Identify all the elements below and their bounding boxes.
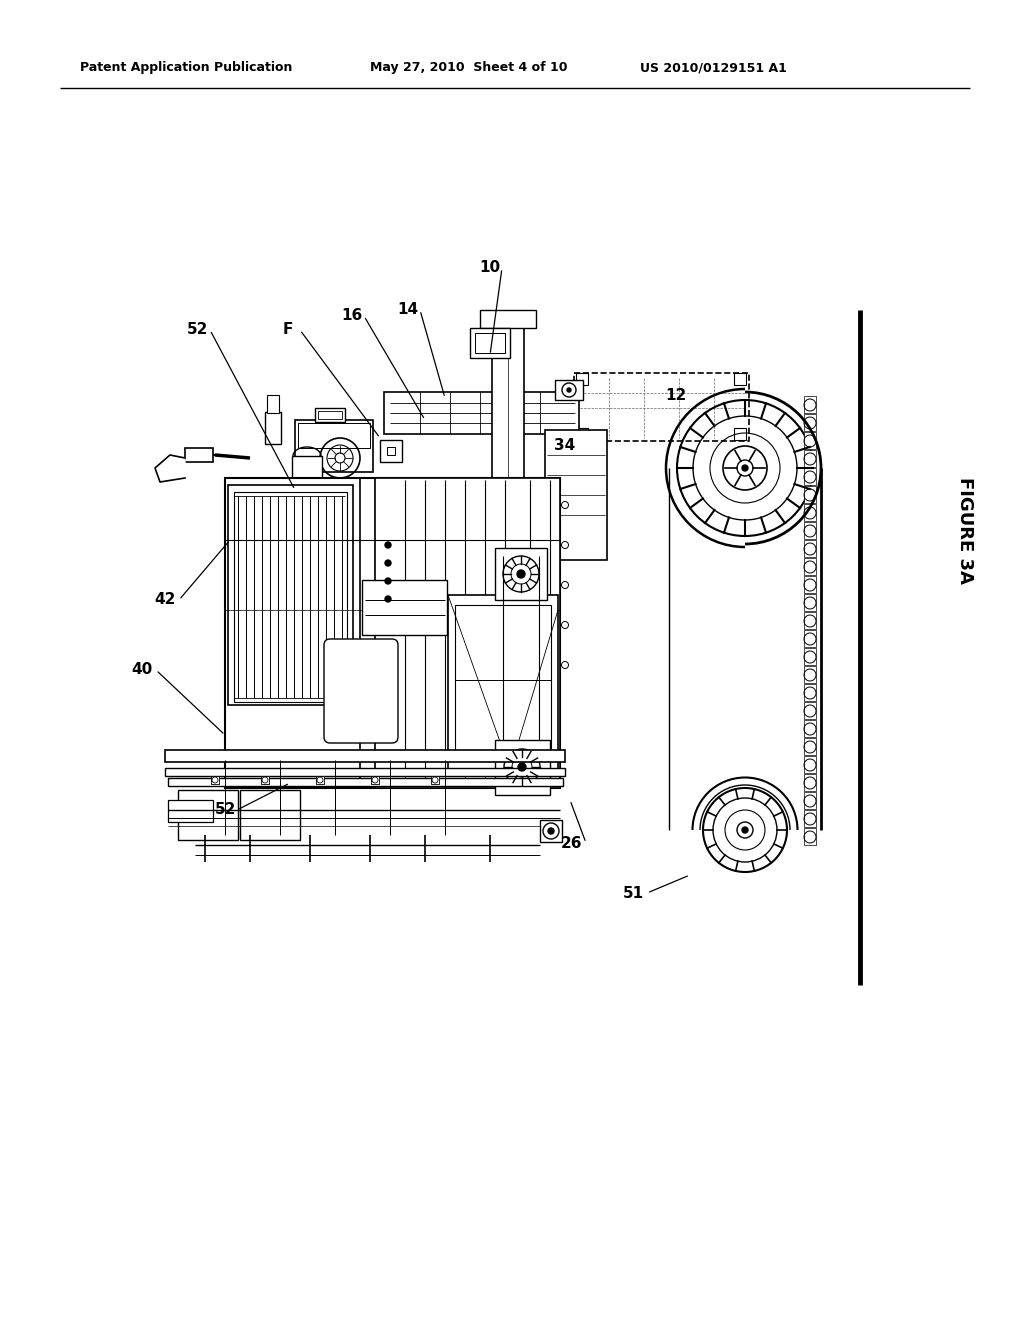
Bar	[804, 667, 816, 682]
Bar	[804, 756, 816, 774]
Bar	[375, 478, 560, 788]
Bar	[804, 486, 816, 503]
Text: May 27, 2010  Sheet 4 of 10: May 27, 2010 Sheet 4 of 10	[370, 62, 567, 74]
Bar	[380, 440, 402, 462]
Circle shape	[517, 570, 525, 578]
Circle shape	[385, 578, 391, 583]
Circle shape	[567, 388, 571, 392]
Bar	[267, 395, 279, 413]
Bar	[804, 810, 816, 828]
Bar	[804, 630, 816, 647]
Bar	[315, 408, 345, 422]
Circle shape	[385, 560, 391, 566]
Bar	[574, 374, 749, 441]
Text: 52: 52	[187, 322, 209, 338]
Bar	[234, 492, 347, 702]
Text: 42: 42	[155, 593, 176, 607]
Bar	[495, 548, 547, 601]
Text: 40: 40	[131, 663, 153, 677]
Bar	[734, 428, 746, 440]
Bar	[804, 504, 816, 521]
Circle shape	[518, 763, 526, 771]
Bar	[470, 327, 510, 358]
Bar	[575, 374, 588, 385]
Bar	[575, 428, 588, 440]
Bar	[265, 412, 281, 444]
Bar	[178, 789, 238, 840]
FancyBboxPatch shape	[324, 639, 398, 743]
Bar	[362, 579, 447, 635]
Bar	[804, 594, 816, 611]
Circle shape	[742, 465, 748, 471]
Bar	[261, 776, 269, 784]
Bar	[804, 558, 816, 576]
Bar	[165, 768, 565, 776]
Bar	[572, 432, 590, 473]
Bar	[804, 612, 816, 630]
Circle shape	[385, 597, 391, 602]
Bar	[492, 318, 524, 598]
Bar	[165, 750, 565, 762]
Circle shape	[385, 543, 391, 548]
Bar	[225, 478, 560, 788]
Text: US 2010/0129151 A1: US 2010/0129151 A1	[640, 62, 786, 74]
Text: 12: 12	[666, 388, 687, 403]
Bar	[804, 648, 816, 665]
Bar	[455, 605, 551, 760]
Bar	[804, 792, 816, 809]
Bar	[545, 430, 607, 560]
Text: 26: 26	[561, 836, 583, 850]
Bar	[804, 450, 816, 467]
Bar	[384, 392, 579, 434]
Text: 51: 51	[623, 886, 643, 900]
Bar	[211, 776, 219, 784]
Bar	[540, 820, 562, 842]
Bar	[295, 420, 373, 473]
Bar	[804, 719, 816, 737]
Bar	[804, 396, 816, 413]
Bar	[316, 776, 324, 784]
Bar	[804, 521, 816, 539]
Text: 10: 10	[479, 260, 501, 276]
Bar	[480, 310, 536, 327]
Bar	[804, 469, 816, 484]
Bar	[555, 380, 583, 400]
Bar	[185, 447, 213, 462]
Bar	[168, 800, 213, 822]
Bar	[292, 455, 322, 492]
Bar	[804, 540, 816, 557]
Bar	[168, 777, 563, 785]
Text: Patent Application Publication: Patent Application Publication	[80, 62, 293, 74]
Bar	[804, 432, 816, 449]
Bar	[804, 738, 816, 755]
Bar	[475, 333, 505, 352]
Bar	[298, 422, 370, 447]
Bar	[734, 374, 746, 385]
Bar	[804, 576, 816, 593]
Bar	[318, 411, 342, 418]
Bar	[431, 776, 439, 784]
Bar	[228, 484, 353, 705]
Text: F: F	[283, 322, 293, 338]
Bar	[804, 414, 816, 432]
Text: 34: 34	[554, 437, 575, 453]
Bar	[240, 789, 300, 840]
Text: 52: 52	[214, 803, 236, 817]
Text: 14: 14	[397, 302, 419, 318]
Text: FIGURE 3A: FIGURE 3A	[956, 477, 974, 583]
Bar	[387, 447, 395, 455]
Bar	[371, 776, 379, 784]
Bar	[804, 702, 816, 719]
Bar	[804, 774, 816, 791]
Text: 16: 16	[341, 309, 362, 323]
Bar	[804, 828, 816, 845]
Circle shape	[742, 828, 748, 833]
Bar	[804, 684, 816, 701]
Circle shape	[548, 828, 554, 834]
Bar	[495, 741, 550, 795]
Bar	[449, 595, 558, 770]
Polygon shape	[155, 455, 185, 482]
